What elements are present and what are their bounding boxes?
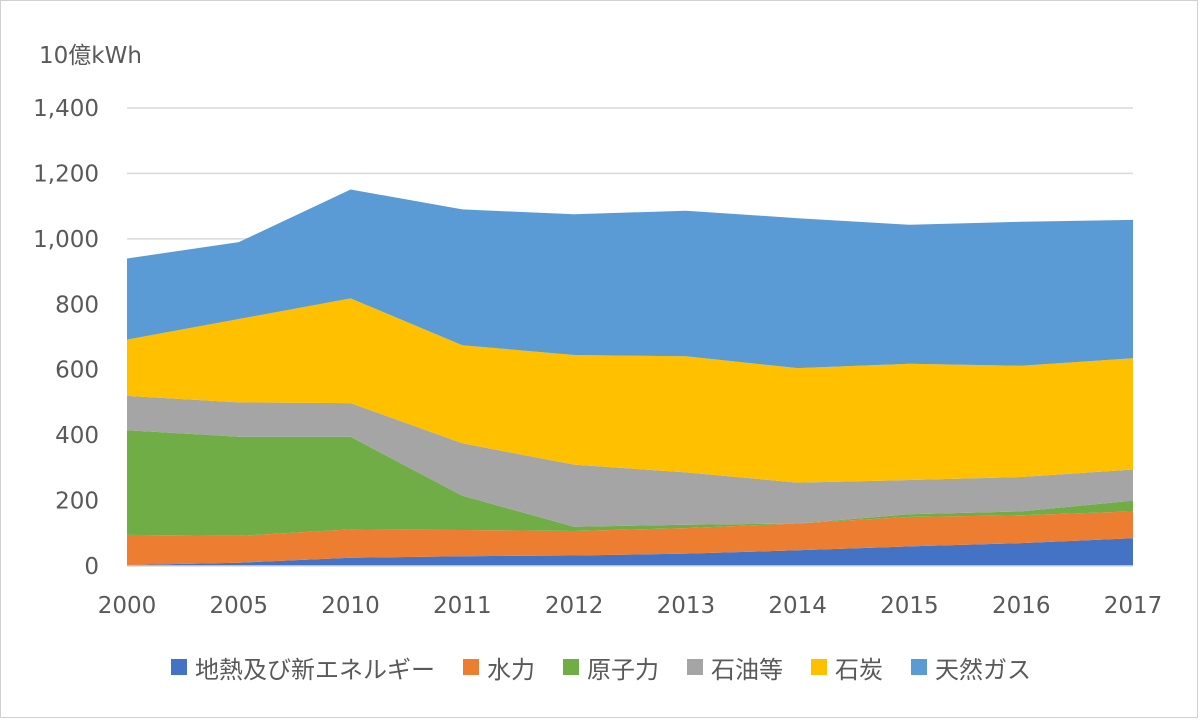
x-tick-label: 2005 — [210, 593, 269, 619]
x-tick-label: 2015 — [880, 593, 939, 619]
legend-swatch — [911, 659, 927, 675]
x-tick-label: 2013 — [657, 593, 716, 619]
axes: 0 200 400 600 800 1,000 1,200 1,400 2000 2005 2010… — [33, 96, 1162, 619]
legend-item: 地熱及び新エネルギー — [171, 650, 435, 685]
area-series-1 — [127, 511, 1133, 565]
x-tick-label: 2012 — [545, 593, 604, 619]
y-tick-label: 1,200 — [33, 161, 99, 187]
area-series-2 — [127, 430, 1133, 536]
y-tick-label: 1,000 — [33, 227, 99, 253]
y-tick-label: 0 — [84, 554, 99, 580]
legend-swatch — [563, 659, 579, 675]
y-tick-label: 800 — [55, 292, 99, 318]
y-tick-label: 200 — [55, 489, 99, 515]
legend-item: 石炭 — [811, 650, 883, 685]
x-tick-label: 2016 — [992, 593, 1051, 619]
legend-label: 水力 — [487, 655, 535, 684]
legend-label: 地熱及び新エネルギー — [195, 655, 435, 684]
area-series-4 — [127, 298, 1133, 483]
area-series-0 — [127, 538, 1133, 566]
legend-label: 石炭 — [835, 655, 883, 684]
legend-item: 水力 — [463, 650, 535, 685]
y-unit-label: 10億kWh — [39, 43, 142, 69]
area-series-group — [127, 189, 1133, 566]
legend-item: 石油等 — [687, 650, 783, 685]
area-series-5 — [127, 189, 1133, 369]
x-tick-label: 2000 — [98, 593, 157, 619]
y-tick-label: 600 — [55, 358, 99, 384]
y-tick-label: 400 — [55, 423, 99, 449]
x-tick-label: 2017 — [1104, 593, 1163, 619]
legend-swatch — [687, 659, 703, 675]
legend-swatch — [811, 659, 827, 675]
legend-label: 石油等 — [711, 655, 783, 684]
legend-item: 原子力 — [563, 650, 659, 685]
legend-label: 天然ガス — [935, 655, 1031, 684]
legend-item: 天然ガス — [911, 650, 1031, 685]
x-tick-label: 2014 — [768, 593, 827, 619]
stacked-area-chart: 0 200 400 600 800 1,000 1,200 1,400 2000 2005 2010… — [33, 43, 1162, 619]
x-tick-label: 2011 — [433, 593, 492, 619]
area-series-3 — [127, 395, 1133, 527]
legend-swatch — [171, 659, 187, 675]
legend: 地熱及び新エネルギー 水力 原子力 石油等 石炭 天然ガス — [1, 647, 1200, 687]
y-tick-label: 1,400 — [33, 96, 99, 122]
legend-label: 原子力 — [587, 655, 659, 684]
legend-swatch — [463, 659, 479, 675]
x-tick-label: 2010 — [321, 593, 380, 619]
